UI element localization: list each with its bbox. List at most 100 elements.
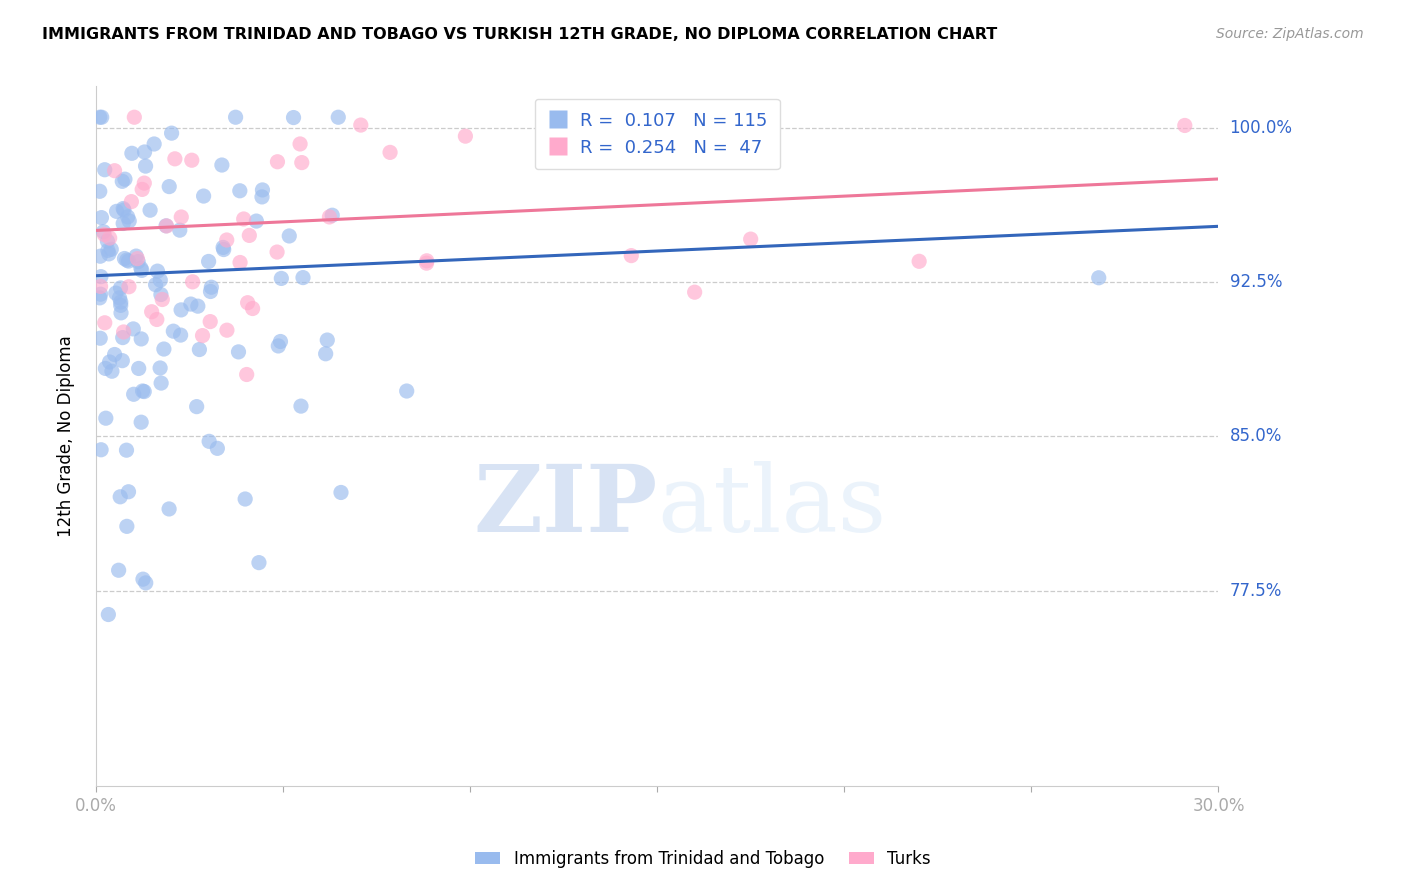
Point	[316, 333, 339, 347]
Point	[378, 145, 401, 160]
Point	[104, 347, 127, 361]
Point	[170, 210, 193, 224]
Point	[232, 212, 254, 227]
Text: Source: ZipAtlas.com: Source: ZipAtlas.com	[1216, 27, 1364, 41]
Point	[112, 217, 135, 231]
Point	[111, 330, 134, 344]
Point	[315, 347, 337, 361]
Point	[266, 245, 288, 260]
Point	[235, 368, 257, 382]
Point	[94, 361, 117, 376]
Point	[212, 240, 235, 254]
Point	[200, 315, 222, 329]
Point	[112, 325, 135, 339]
Text: 92.5%: 92.5%	[1230, 273, 1282, 291]
Point	[278, 229, 301, 244]
Point	[115, 253, 138, 268]
Legend: R =  0.107   N = 115, R =  0.254   N =  47: R = 0.107 N = 115, R = 0.254 N = 47	[534, 99, 780, 169]
Point	[96, 234, 118, 248]
Point	[122, 387, 145, 401]
Point	[236, 295, 259, 310]
Point	[103, 163, 125, 178]
Text: 85.0%: 85.0%	[1230, 427, 1282, 445]
Point	[89, 110, 111, 124]
Point	[245, 214, 267, 228]
Point	[188, 343, 211, 357]
Point	[94, 411, 117, 425]
Text: ZIP: ZIP	[472, 461, 657, 551]
Point	[118, 279, 141, 293]
Point	[120, 194, 142, 209]
Point	[143, 136, 166, 151]
Point	[89, 287, 111, 301]
Point	[180, 153, 202, 168]
Point	[627, 110, 650, 124]
Point	[193, 189, 215, 203]
Point	[98, 231, 121, 245]
Text: 100.0%: 100.0%	[1230, 119, 1292, 136]
Point	[134, 145, 156, 159]
Point	[197, 254, 219, 268]
Point	[169, 223, 191, 237]
Text: 77.5%: 77.5%	[1230, 582, 1282, 599]
Point	[112, 202, 135, 217]
Point	[181, 275, 204, 289]
Point	[118, 214, 141, 228]
Point	[114, 252, 136, 266]
Point	[132, 572, 155, 586]
Point	[90, 279, 112, 293]
Point	[146, 264, 169, 278]
Point	[242, 301, 264, 316]
Point	[238, 228, 260, 243]
Point	[186, 400, 208, 414]
Point	[155, 219, 177, 233]
Point	[127, 252, 149, 266]
Point	[252, 183, 274, 197]
Point	[200, 280, 222, 294]
Point	[908, 254, 931, 268]
Point	[150, 293, 173, 307]
Point	[93, 227, 115, 242]
Point	[330, 485, 353, 500]
Point	[90, 442, 112, 457]
Point	[100, 242, 122, 256]
Point	[97, 607, 120, 622]
Point	[233, 491, 256, 506]
Point	[162, 324, 184, 338]
Legend: Immigrants from Trinidad and Tobago, Turks: Immigrants from Trinidad and Tobago, Tur…	[468, 844, 938, 875]
Point	[292, 270, 315, 285]
Point	[129, 261, 152, 276]
Point	[131, 263, 153, 277]
Point	[117, 210, 139, 224]
Point	[111, 353, 134, 368]
Point	[128, 361, 150, 376]
Point	[134, 176, 156, 190]
Point	[328, 110, 350, 124]
Point	[146, 312, 169, 326]
Point	[669, 110, 692, 124]
Point	[225, 110, 247, 124]
Point	[125, 249, 148, 263]
Point	[94, 316, 117, 330]
Point	[153, 342, 176, 356]
Point	[115, 519, 138, 533]
Point	[101, 364, 124, 378]
Point	[111, 174, 134, 188]
Point	[212, 243, 235, 257]
Point	[135, 575, 157, 590]
Point	[229, 255, 252, 269]
Point	[90, 269, 112, 284]
Point	[127, 254, 149, 268]
Point	[117, 484, 139, 499]
Point	[215, 233, 238, 247]
Point	[115, 443, 138, 458]
Point	[104, 286, 127, 301]
Point	[145, 277, 167, 292]
Point	[110, 295, 132, 310]
Point	[169, 328, 191, 343]
Point	[200, 285, 222, 299]
Point	[97, 244, 120, 258]
Point	[89, 184, 111, 198]
Y-axis label: 12th Grade, No Diploma: 12th Grade, No Diploma	[58, 335, 75, 537]
Point	[110, 298, 132, 312]
